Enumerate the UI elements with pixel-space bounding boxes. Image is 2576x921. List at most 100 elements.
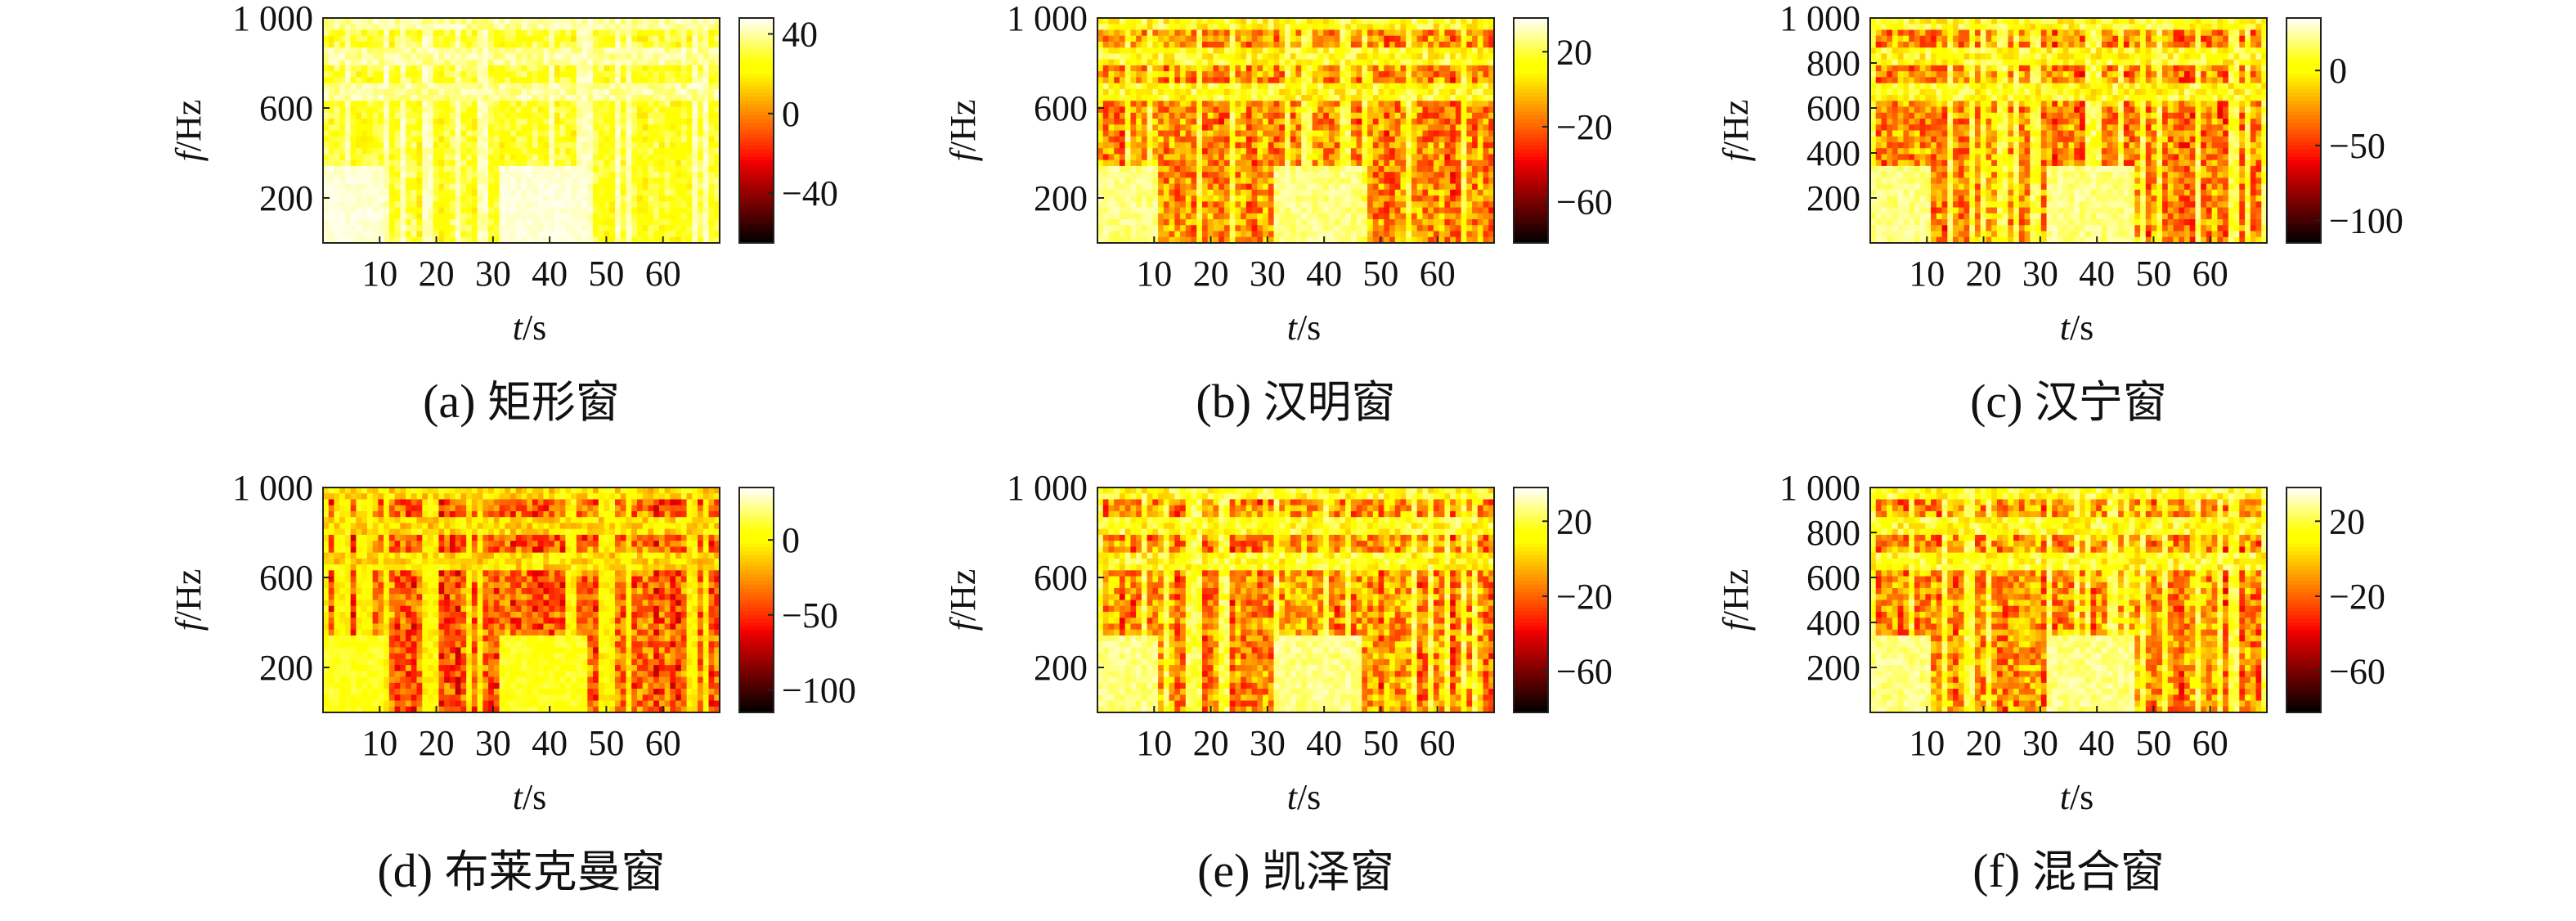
spectrogram-cell [510,113,516,119]
spectrogram-cell [1335,18,1340,25]
spectrogram-cell [329,195,334,202]
spectrogram-cell [522,142,527,149]
spectrogram-cell [1428,89,1434,96]
spectrogram-cell [621,160,626,167]
spectrogram-cell [1235,107,1241,114]
spectrogram-cell [456,213,461,220]
spectrogram-cell [428,177,433,184]
spectrogram-cell [456,142,461,149]
spectrogram-cell [1152,101,1158,107]
spectrogram-cell [621,65,626,72]
spectrogram-cell [444,101,450,107]
spectrogram-cell [433,101,439,107]
spectrogram-cell [345,60,351,66]
spectrogram-cell [687,172,693,178]
spectrogram-cell [450,42,456,48]
spectrogram-cell [1450,142,1456,149]
spectrogram-cell [450,29,456,36]
spectrogram-cell [560,89,566,96]
spectrogram-cell [456,60,461,66]
spectrogram-cell [1329,83,1335,90]
spectrogram-cell [1235,148,1241,155]
spectrogram-cell [444,213,450,220]
spectrogram-cell [1389,137,1395,143]
spectrogram-cell [1428,29,1434,36]
spectrogram-cell [1108,89,1114,96]
spectrogram-cell [609,137,615,143]
spectrogram-cell [361,148,367,155]
spectrogram-cell [571,208,577,214]
spectrogram-cell [406,184,411,191]
spectrogram-cell [565,60,571,66]
spectrogram-cell [1218,60,1224,66]
spectrogram-cell [1367,166,1373,173]
spectrogram-cell [1230,101,1236,107]
spectrogram-cell [599,36,604,43]
spectrogram-cell [395,201,401,208]
spectrogram-cell [527,148,532,155]
spectrogram-cell [653,219,659,226]
spectrogram-cell [1434,177,1439,184]
spectrogram-cell [1114,77,1120,83]
spectrogram-cell [373,208,379,214]
spectrogram-cell [438,154,444,160]
spectrogram-cell [1142,77,1147,83]
spectrogram-cell [621,148,626,155]
spectrogram-cell [395,177,401,184]
spectrogram-cell [356,208,361,214]
spectrogram-cell [1357,184,1362,191]
spectrogram-cell [560,113,566,119]
spectrogram-cell [1097,195,1103,202]
spectrogram-cell [643,95,648,101]
spectrogram-cell [659,89,665,96]
spectrogram-cell [378,124,384,131]
spectrogram-cell [1307,36,1313,43]
spectrogram-cell [433,77,439,83]
colorbar-segment [739,67,774,71]
spectrogram-cell [1263,47,1268,54]
spectrogram-cell [604,184,610,191]
spectrogram-cell [456,107,461,114]
spectrogram-cell [554,107,560,114]
spectrogram-cell [698,113,703,119]
spectrogram-cell [1379,36,1384,43]
spectrogram-cell [1313,95,1318,101]
spectrogram-cell [323,89,329,96]
spectrogram-cell [687,177,693,184]
spectrogram-cell [1164,124,1169,131]
spectrogram-cell [643,83,648,90]
spectrogram-cell [334,119,339,125]
spectrogram-cell [417,124,423,131]
spectrogram-cell [500,95,505,101]
spectrogram-cell [1428,160,1434,167]
spectrogram-cell [1400,101,1406,107]
spectrogram-cell [1345,18,1351,25]
spectrogram-cell [653,148,659,155]
spectrogram-cell [1351,142,1357,149]
spectrogram-cell [1120,101,1125,107]
spectrogram-cell [1192,142,1197,149]
spectrogram-cell [1472,95,1478,101]
spectrogram-cell [460,24,466,30]
spectrogram-cell [1400,172,1406,178]
spectrogram-cell [659,71,665,78]
spectrogram-cell [482,213,488,220]
spectrogram-cell [334,231,339,238]
spectrogram-cell [1174,166,1180,173]
spectrogram-cell [1417,18,1423,25]
spectrogram-cell [1317,119,1323,125]
spectrogram-cell [560,172,566,178]
spectrogram-cell [1461,77,1467,83]
spectrogram-cell [1456,148,1461,155]
spectrogram-cell [527,208,532,214]
spectrogram-cell [532,231,538,238]
spectrogram-cell [593,24,599,30]
spectrogram-cell [433,53,439,60]
spectrogram-cell [389,195,395,202]
spectrogram-cell [1461,160,1467,167]
spectrogram-cell [389,77,395,83]
spectrogram-cell [339,60,345,66]
spectrogram-cell [1097,71,1103,78]
spectrogram-cell [1120,77,1125,83]
spectrogram-cell [339,142,345,149]
